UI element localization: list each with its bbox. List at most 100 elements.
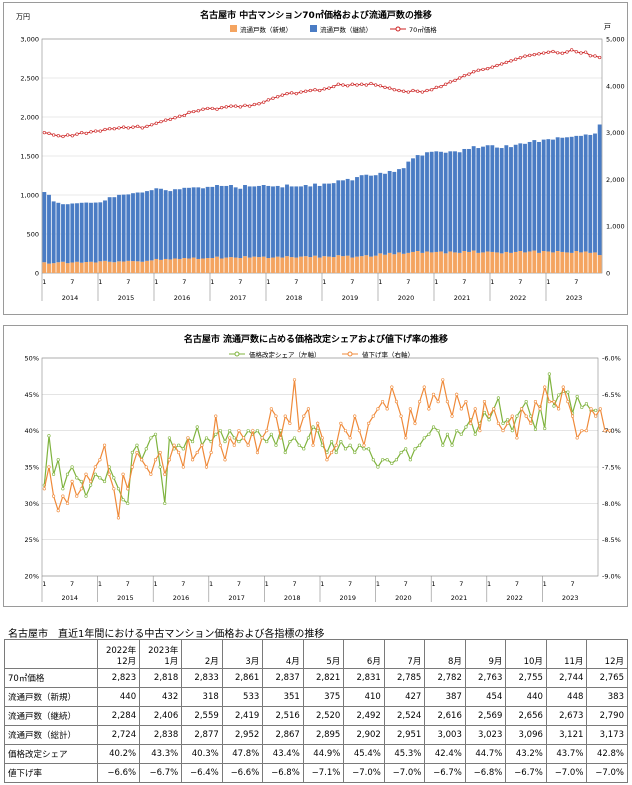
c2-share-point bbox=[130, 450, 134, 455]
c1-bar-new bbox=[387, 252, 392, 273]
c2-cut-point bbox=[380, 399, 385, 404]
c1-price-point bbox=[271, 96, 275, 100]
c2-month-label: 1 bbox=[543, 580, 547, 588]
c1-bar-new bbox=[154, 258, 159, 273]
c1-price-point bbox=[140, 126, 144, 130]
c1-bar-new bbox=[243, 256, 247, 273]
c1-price-point bbox=[215, 107, 219, 111]
c1-bar-new bbox=[341, 256, 345, 273]
c1-bar-cont bbox=[42, 192, 47, 263]
c1-year-label: 2020 bbox=[398, 294, 415, 302]
c1-bar-new bbox=[145, 260, 149, 273]
table-header-cell: 2022年 12月 bbox=[96, 639, 141, 669]
c1-price-point bbox=[476, 68, 480, 72]
chart2-title: 名古屋市 流通戸数に占める価格改定シェアおよび値下げ率の推移 bbox=[184, 333, 448, 345]
header-month: 3月 bbox=[245, 657, 260, 667]
c2-share-point bbox=[584, 402, 589, 406]
c1-price-point bbox=[481, 67, 485, 72]
c1-bar-new bbox=[481, 252, 485, 273]
c1-bar-new bbox=[555, 251, 560, 273]
c1-left-tick: 2,500 bbox=[20, 75, 39, 83]
c2-cut-point bbox=[223, 458, 227, 462]
c1-month-label: 1 bbox=[154, 278, 158, 286]
c1-bar-new bbox=[173, 258, 177, 273]
c2-share-point bbox=[181, 447, 185, 451]
header-year: 2023年 bbox=[148, 646, 179, 656]
c2-cut-point bbox=[228, 436, 232, 440]
c2-cut-point bbox=[394, 399, 399, 404]
c1-price-point bbox=[313, 88, 317, 92]
c2-share-point bbox=[204, 436, 209, 440]
c2-right-tick: -6.0% bbox=[602, 355, 621, 363]
table-header-cell: 11月 bbox=[545, 639, 588, 669]
c1-bar-cont bbox=[373, 175, 378, 256]
row-label: 70㎡価格 bbox=[4, 668, 98, 688]
c1-bar-cont bbox=[313, 183, 317, 256]
c2-cut-point bbox=[246, 443, 250, 447]
c1-bar-new bbox=[415, 251, 420, 273]
c1-bar-cont bbox=[257, 185, 261, 258]
table-cell: −6.7% bbox=[505, 763, 547, 783]
c2-cut-point bbox=[353, 414, 357, 418]
c1-bar-cont bbox=[238, 188, 243, 259]
c1-price-point bbox=[388, 86, 392, 90]
c2-cut-point bbox=[487, 414, 491, 418]
c1-bar-cont bbox=[177, 189, 182, 259]
c2-cut-point bbox=[98, 458, 102, 462]
c1-price-point bbox=[593, 54, 597, 58]
c2-share-point bbox=[404, 447, 408, 451]
c2-share-point bbox=[112, 476, 116, 480]
table-cell: −7.0% bbox=[586, 763, 628, 783]
c1-price-point bbox=[397, 88, 401, 93]
c1-left-tick: 1,000 bbox=[20, 192, 39, 200]
c2-cut-point bbox=[292, 378, 297, 382]
c2-share-point bbox=[399, 450, 403, 455]
c1-month-label: 1 bbox=[42, 278, 46, 286]
c1-price-point bbox=[411, 88, 415, 93]
c1-bar-new bbox=[359, 256, 364, 273]
c1-bar-new bbox=[299, 256, 303, 273]
c1-bar-cont bbox=[397, 169, 401, 253]
legend-cut: 値下げ率（右軸） bbox=[362, 350, 414, 359]
c1-bar-cont bbox=[541, 139, 546, 252]
c2-share-point bbox=[385, 458, 389, 462]
c2-cut-point bbox=[376, 407, 380, 411]
c1-bar-cont bbox=[401, 168, 406, 254]
c2-cut-point bbox=[496, 421, 500, 425]
c2-cut-point bbox=[140, 458, 144, 462]
c1-bar-cont bbox=[70, 203, 75, 263]
c1-bar-new bbox=[126, 260, 131, 273]
table-cell: 440 bbox=[96, 687, 141, 707]
c2-cut-point bbox=[348, 436, 352, 440]
c2-month-label: 1 bbox=[42, 580, 46, 588]
c2-cut-point bbox=[464, 399, 468, 404]
c2-share-point bbox=[427, 432, 431, 436]
table-cell: 45.3% bbox=[383, 744, 426, 764]
c1-month-label: 7 bbox=[294, 278, 298, 286]
c1-bar-new bbox=[79, 262, 84, 273]
c1-price-point bbox=[448, 80, 452, 84]
c1-year-label: 2016 bbox=[174, 294, 191, 302]
c1-bar-cont bbox=[411, 158, 415, 252]
c1-bar-new bbox=[597, 255, 602, 273]
c2-cut-point bbox=[603, 429, 607, 433]
c2-cut-point bbox=[422, 385, 426, 389]
c1-bar-new bbox=[364, 255, 369, 273]
c1-year-label: 2022 bbox=[510, 294, 527, 302]
c2-cut-point bbox=[255, 450, 260, 455]
c1-bar-cont bbox=[481, 146, 485, 253]
c1-price-point bbox=[56, 134, 60, 138]
table-cell: −6.7% bbox=[139, 763, 183, 783]
c1-right-tick: 2,000 bbox=[606, 176, 625, 184]
table-cell: −7.0% bbox=[545, 763, 588, 783]
c2-cut-point bbox=[70, 479, 74, 484]
c2-right-tick: -7.0% bbox=[602, 427, 621, 435]
c2-share-point bbox=[343, 447, 348, 451]
c2-cut-point bbox=[607, 429, 612, 433]
table-header-cell: 9月 bbox=[464, 639, 507, 669]
c1-price-point bbox=[47, 131, 51, 135]
c2-cut-point bbox=[589, 407, 593, 411]
c1-month-label: 1 bbox=[266, 278, 270, 286]
c2-share-point bbox=[441, 443, 445, 447]
c2-cut-point bbox=[329, 450, 334, 455]
